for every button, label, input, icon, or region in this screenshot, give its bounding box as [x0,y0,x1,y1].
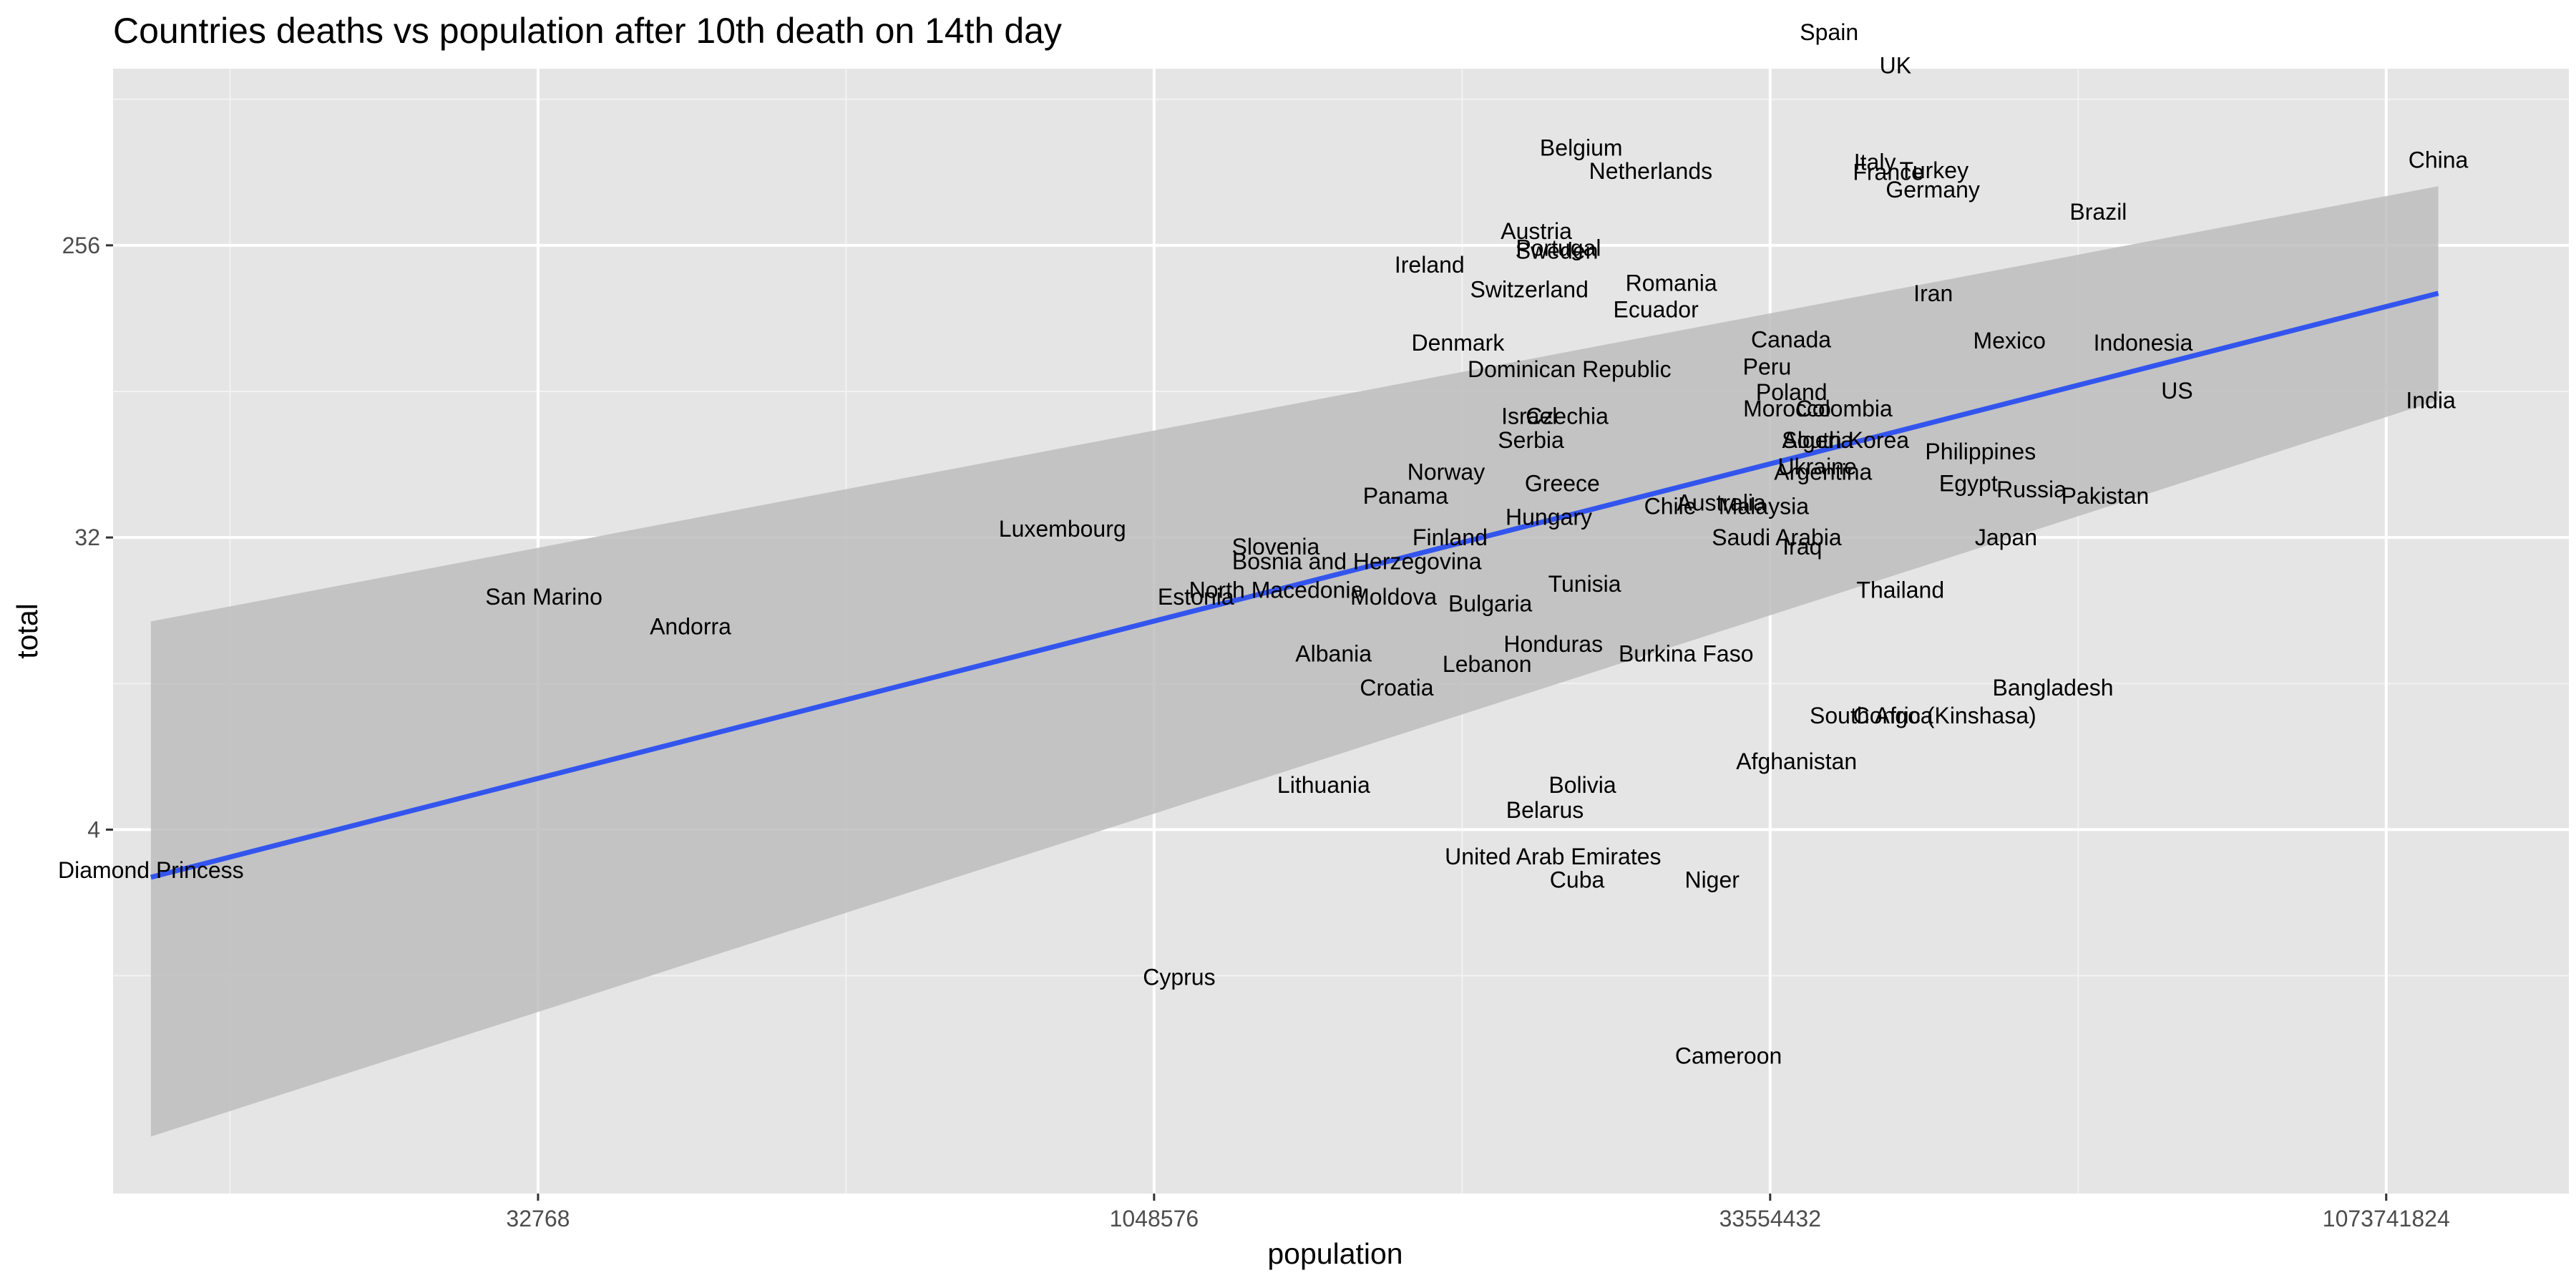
point-label: Congo (Kinshasa) [1853,703,2036,728]
point-label: Thailand [1856,577,1944,603]
point-label: Finland [1413,525,1488,550]
point-label: Ecuador [1614,297,1699,323]
regression-line [150,291,2439,880]
point-label: Ireland [1395,252,1465,278]
point-label: Mexico [1974,328,2046,353]
confidence-band [150,186,2439,1137]
point-label: US [2161,378,2192,404]
point-label: Norway [1407,459,1485,485]
point-label: Chile [1644,493,1697,519]
point-label: Bangladesh [1993,675,2114,701]
point-label: Brazil [2069,199,2127,225]
point-label: Niger [1684,867,1740,892]
point-label: Croatia [1360,675,1433,701]
point-label: Iran [1913,280,1953,306]
point-label: Argentina [1774,459,1872,485]
point-label: Turkey [1899,157,1968,183]
point-label: UK [1880,52,1911,78]
y-tick-label: 4 [87,816,100,842]
y-axis-ticks: 4 32 256 [62,233,113,842]
point-label: Egypt [1939,471,1998,497]
point-label: Moldova [1350,584,1437,610]
point-label: France [1853,160,1924,185]
x-tick-label: 1073741824 [2323,1206,2450,1231]
point-label: Czechia [1526,403,1609,429]
point-label: Honduras [1503,631,1603,657]
point-label: Dominican Republic [1468,356,1672,382]
point-label: Peru [1743,353,1792,379]
point-label: Russia [1996,477,2067,502]
point-label: Germany [1885,177,1980,203]
x-tick-label: 33554432 [1719,1206,1821,1231]
y-tick-label: 32 [74,525,100,550]
point-label: Hungary [1506,504,1592,530]
point-label: Colombia [1796,396,1893,421]
point-label: Serbia [1498,427,1564,453]
point-label: Iraq [1782,534,1822,560]
point-label: Burkina Faso [1619,640,1754,666]
point-label: Australia [1677,489,1766,515]
point-label: Saudi Arabia [1712,525,1842,550]
point-label: Portugal [1516,235,1601,261]
point-label: Belarus [1506,797,1584,823]
point-label: Philippines [1925,439,2036,464]
point-label: Lebanon [1443,651,1532,677]
point-label: Albania [1295,640,1372,666]
point-label: Algeria [1782,427,1853,453]
point-label: Denmark [1412,330,1506,356]
point-label: Israel [1501,403,1557,429]
point-label: Bolivia [1548,772,1616,798]
point-label: Slovenia [1232,534,1320,560]
point-label: Afghanistan [1736,748,1857,774]
point-label: Switzerland [1470,277,1588,303]
point-label: Canada [1751,326,1831,352]
point-label: Luxembourg [999,516,1126,542]
point-label: India [2406,387,2456,413]
point-label: Diamond Princess [58,857,244,883]
point-label: United Arab Emirates [1445,844,1661,869]
point-label: Morocco [1743,396,1831,421]
point-label: Bosnia and Herzegovina [1232,548,1482,574]
point-label: North Macedonia [1189,577,1364,603]
y-axis-title: total [11,603,44,659]
point-label: South Korea [1782,427,1909,453]
point-label: Japan [1975,525,2037,550]
country-labels: Diamond Princess San Marino Andorra Luxembo… [58,19,2469,1068]
point-label: Tunisia [1548,571,1621,597]
y-tick-label: 256 [62,233,100,258]
point-label: Cyprus [1143,965,1215,990]
point-label: Austria [1501,218,1572,244]
point-label: Estonia [1158,584,1234,610]
x-axis-title: population [1267,1237,1402,1270]
point-label: Cameroon [1675,1043,1782,1068]
point-label: Indonesia [2094,330,2193,356]
point-label: China [2409,147,2469,173]
point-label: Netherlands [1589,158,1713,184]
point-label: Spain [1800,19,1858,45]
point-label: Belgium [1540,135,1623,160]
chart-title: Countries deaths vs population after 10t… [113,11,1062,51]
point-label: Italy [1854,150,1896,175]
point-label: Pakistan [2062,483,2150,509]
point-label: Cuba [1550,867,1605,892]
point-label: Bulgaria [1448,590,1533,616]
point-label: South Africa [1810,703,1933,728]
point-label: Lithuania [1277,772,1370,798]
point-label: Greece [1525,471,1600,497]
point-label: Malaysia [1719,493,1809,519]
point-label: San Marino [485,584,602,610]
x-tick-label: 1048576 [1110,1206,1199,1231]
point-label: Poland [1756,379,1828,405]
point-label: Romania [1626,270,1717,296]
point-label: Ukraine [1778,454,1857,479]
point-label: Panama [1363,483,1448,509]
point-label: Andorra [650,613,731,639]
x-tick-label: 32768 [506,1206,570,1231]
x-axis-ticks: 32768 1048576 33554432 1073741824 [506,1194,2450,1231]
point-label: Sweden [1516,238,1599,264]
